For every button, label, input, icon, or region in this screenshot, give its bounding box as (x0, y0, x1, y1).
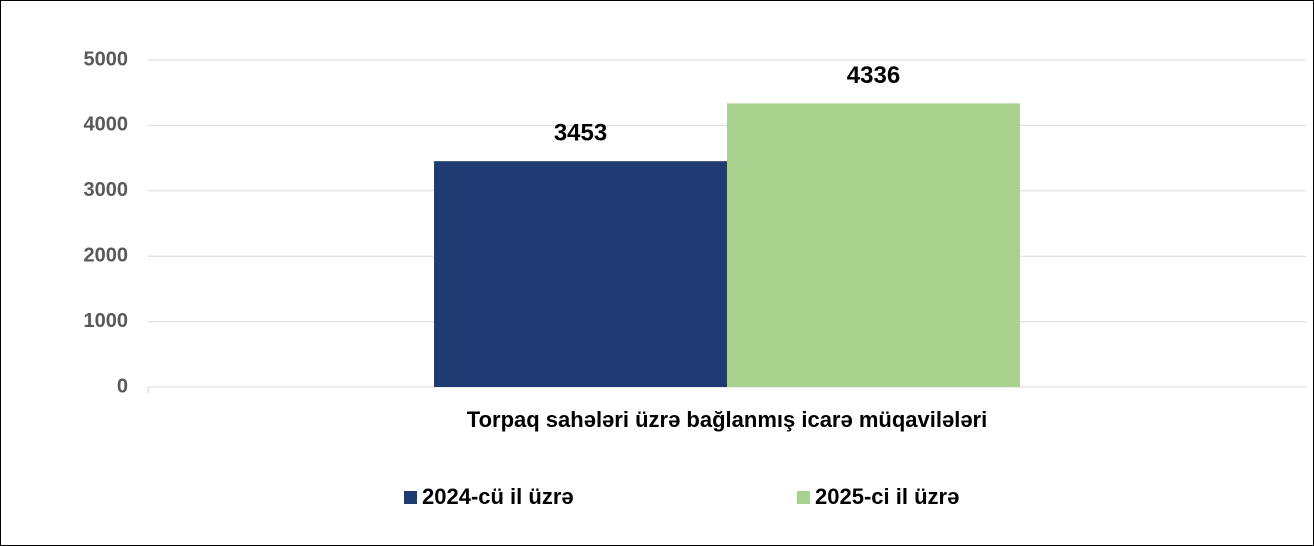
bar (434, 161, 727, 387)
y-tick-label: 2000 (84, 244, 129, 266)
y-tick-label: 0 (117, 375, 128, 397)
legend-swatch (404, 491, 417, 504)
y-tick-label: 4000 (84, 114, 129, 136)
data-label: 4336 (847, 62, 900, 89)
legend-label: 2024-cü il üzrə (422, 484, 574, 509)
y-tick-label: 3000 (84, 179, 129, 201)
bar (727, 103, 1020, 387)
y-tick-label: 1000 (84, 310, 129, 332)
data-label: 3453 (554, 120, 607, 147)
x-tick-label: Torpaq sahələri üzrə bağlanmış icarə müq… (467, 407, 987, 432)
y-tick-label: 5000 (84, 48, 129, 70)
legend-swatch (797, 491, 810, 504)
legend-label: 2025-ci il üzrə (815, 484, 959, 509)
